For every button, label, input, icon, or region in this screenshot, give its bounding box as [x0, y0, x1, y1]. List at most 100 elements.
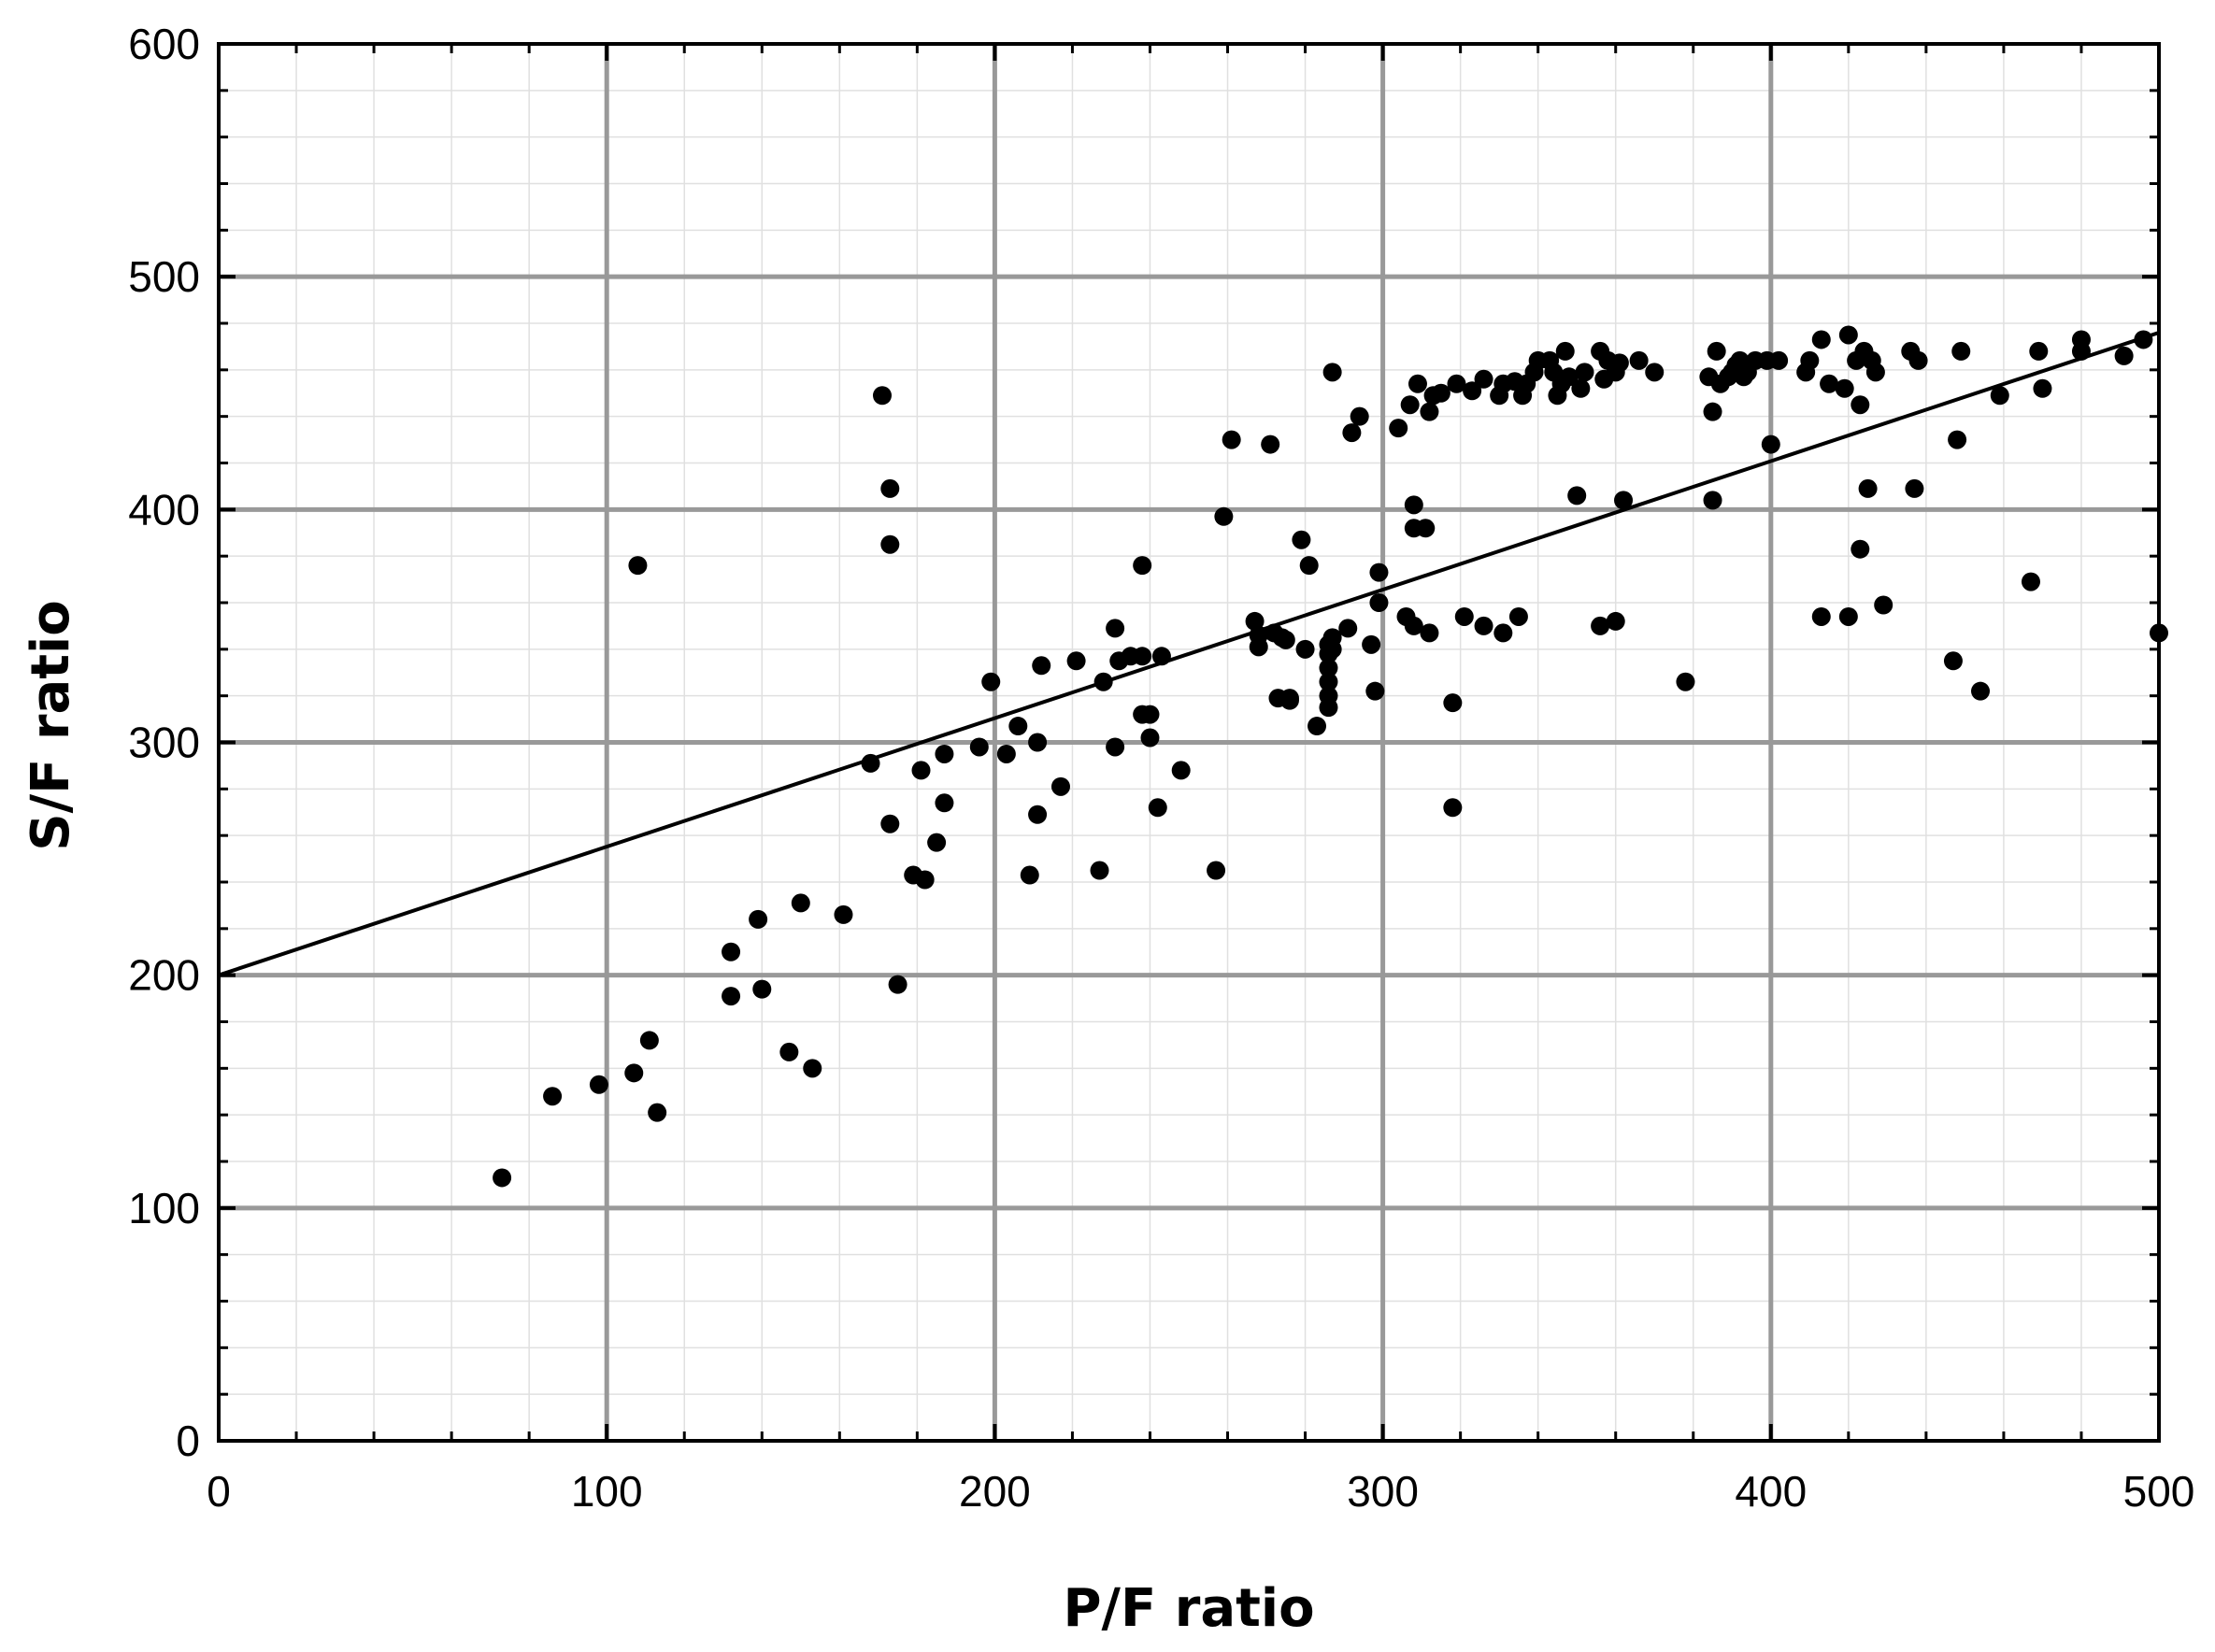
- data-point: [1905, 478, 1924, 498]
- data-point: [1990, 386, 2009, 406]
- data-point: [996, 744, 1016, 763]
- data-point: [1106, 619, 1125, 638]
- data-point: [1571, 378, 1591, 398]
- data-point: [1319, 658, 1338, 677]
- data-point: [1365, 681, 1385, 701]
- data-point: [1800, 350, 1820, 370]
- data-point: [1851, 395, 1870, 415]
- data-point: [1416, 519, 1436, 538]
- x-tick-label: 400: [1735, 1467, 1807, 1516]
- data-point: [1838, 606, 1858, 626]
- data-point: [1951, 341, 1971, 361]
- data-point: [1008, 717, 1028, 736]
- data-point: [722, 987, 741, 1006]
- y-axis-title: S/F ratio: [21, 600, 81, 850]
- data-point: [1404, 495, 1423, 515]
- data-point: [1645, 363, 1665, 382]
- data-point: [1389, 419, 1408, 438]
- data-point: [2033, 378, 2052, 398]
- data-point: [1820, 374, 1839, 393]
- data-point: [880, 534, 900, 554]
- data-point: [1761, 434, 1780, 454]
- data-point: [648, 1103, 667, 1122]
- data-point: [1454, 606, 1474, 626]
- data-point: [1555, 341, 1575, 361]
- data-point: [1874, 595, 1893, 615]
- data-point: [1606, 611, 1625, 631]
- data-point: [1474, 369, 1493, 389]
- data-point: [1609, 353, 1629, 373]
- data-point: [1575, 363, 1594, 382]
- x-axis-title: P/F ratio: [1063, 1578, 1314, 1639]
- data-point: [1028, 805, 1048, 824]
- data-point: [1420, 402, 1439, 421]
- data-point: [1493, 623, 1513, 643]
- y-tick-label: 100: [128, 1184, 200, 1232]
- y-tick-label: 600: [128, 20, 200, 68]
- data-point: [915, 870, 935, 890]
- data-point: [1400, 395, 1420, 415]
- major-gridlines: [219, 44, 2159, 1441]
- data-point: [927, 833, 947, 852]
- data-point: [1308, 717, 1327, 736]
- data-point: [880, 814, 900, 833]
- data-point: [1474, 616, 1493, 635]
- y-tick-label: 500: [128, 252, 200, 301]
- data-point: [1508, 606, 1528, 626]
- data-point: [1090, 861, 1109, 880]
- data-point: [639, 1031, 659, 1050]
- data-point: [1322, 363, 1342, 382]
- regression-line: [218, 331, 2160, 977]
- data-point: [1948, 430, 1967, 449]
- data-point: [935, 793, 954, 813]
- x-tick-label: 100: [571, 1467, 643, 1516]
- data-point: [779, 1042, 799, 1061]
- data-point: [1835, 378, 1854, 398]
- data-point: [1420, 623, 1439, 643]
- data-point: [880, 478, 900, 498]
- data-point: [1811, 606, 1831, 626]
- data-point: [1338, 619, 1358, 638]
- data-point: [1567, 486, 1587, 506]
- data-point: [1858, 478, 1878, 498]
- data-point: [1295, 639, 1315, 659]
- data-point: [1350, 406, 1369, 426]
- data-point: [1342, 423, 1362, 443]
- data-point: [1707, 341, 1726, 361]
- data-point: [1431, 383, 1450, 403]
- data-point: [1322, 639, 1342, 659]
- data-point: [1404, 616, 1423, 635]
- data-point: [861, 753, 880, 773]
- data-point: [1943, 651, 1963, 671]
- data-points: [493, 325, 2168, 1188]
- data-point: [1591, 616, 1610, 635]
- data-point: [1140, 705, 1160, 724]
- data-point: [1319, 672, 1338, 691]
- data-point: [1276, 630, 1295, 649]
- data-point: [1676, 672, 1695, 691]
- data-point: [1133, 647, 1152, 666]
- data-point: [1214, 506, 1234, 526]
- y-tick-label: 300: [128, 719, 200, 767]
- data-point: [911, 761, 931, 780]
- y-tick-label: 200: [128, 951, 200, 1000]
- data-point: [2134, 330, 2153, 349]
- data-point: [1028, 733, 1048, 752]
- data-point: [1769, 350, 1789, 370]
- data-point: [1140, 728, 1160, 748]
- x-tick-label: 200: [959, 1467, 1031, 1516]
- data-point: [1050, 776, 1070, 796]
- data-point: [981, 672, 1001, 691]
- x-tick-label: 0: [207, 1467, 231, 1516]
- plot-frame: [217, 42, 2161, 1443]
- data-point: [2114, 346, 2134, 365]
- data-point: [1319, 686, 1338, 705]
- data-point: [752, 979, 772, 999]
- data-point: [1908, 350, 1928, 370]
- data-point: [1447, 374, 1466, 393]
- data-point: [1811, 330, 1831, 349]
- data-point: [589, 1075, 608, 1094]
- data-point: [1559, 367, 1579, 387]
